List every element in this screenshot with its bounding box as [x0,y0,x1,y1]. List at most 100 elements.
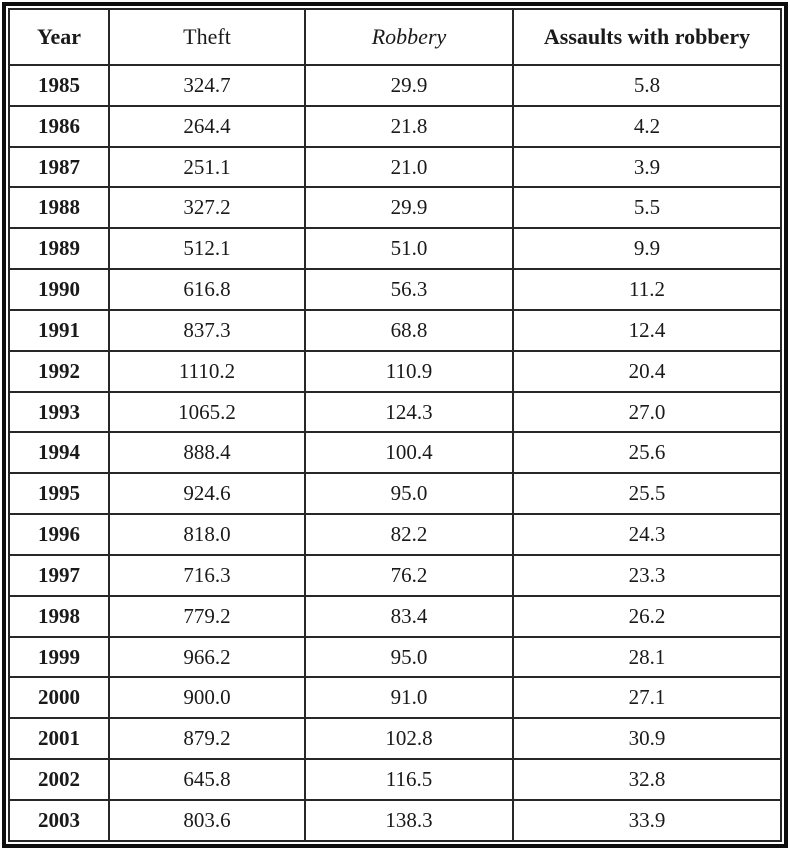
assaults-cell: 5.5 [512,186,782,230]
year-cell: 1993 [8,390,110,434]
theft-cell: 779.2 [108,594,306,638]
robbery-cell: 95.0 [304,472,514,516]
table-row: 1997 716.3 76.2 23.3 [8,553,782,597]
year-cell: 1998 [8,594,110,638]
theft-cell: 924.6 [108,472,306,516]
year-cell: 1985 [8,64,110,107]
year-cell: 1989 [8,227,110,271]
table-row: 2000 900.0 91.0 27.1 [8,676,782,720]
assaults-cell: 5.8 [512,64,782,107]
theft-cell: 716.3 [108,553,306,597]
assaults-cell: 26.2 [512,594,782,638]
theft-cell: 837.3 [108,308,306,352]
robbery-cell: 76.2 [304,553,514,597]
year-cell: 1986 [8,104,110,148]
year-cell: 2002 [8,758,110,801]
table-row: 1993 1065.2 124.3 27.0 [8,390,782,434]
assaults-cell: 11.2 [512,268,782,311]
table-body: 1985 324.7 29.9 5.8 1986 264.4 21.8 4.2 … [8,64,782,843]
year-cell: 1987 [8,145,110,189]
table-row: 2002 645.8 116.5 32.8 [8,758,782,801]
column-header-assaults-with-robbery: Assaults with robbery [512,8,782,66]
robbery-cell: 51.0 [304,227,514,271]
header-row: Year Theft Robbery Assaults with robbery [8,8,782,66]
crime-statistics-table: Year Theft Robbery Assaults with robbery… [8,8,782,843]
theft-cell: 803.6 [108,798,306,843]
assaults-cell: 25.6 [512,431,782,475]
year-cell: 1991 [8,308,110,352]
year-cell: 1992 [8,349,110,393]
theft-cell: 251.1 [108,145,306,189]
table-row: 1992 1110.2 110.9 20.4 [8,349,782,393]
table-row: 1995 924.6 95.0 25.5 [8,472,782,516]
assaults-cell: 12.4 [512,308,782,352]
table-row: 1991 837.3 68.8 12.4 [8,308,782,352]
theft-cell: 879.2 [108,717,306,761]
theft-cell: 900.0 [108,676,306,720]
robbery-cell: 82.2 [304,513,514,556]
robbery-cell: 29.9 [304,186,514,230]
robbery-cell: 102.8 [304,717,514,761]
robbery-cell: 21.8 [304,104,514,148]
robbery-cell: 21.0 [304,145,514,189]
year-cell: 1999 [8,635,110,679]
table-row: 1994 888.4 100.4 25.6 [8,431,782,475]
assaults-cell: 3.9 [512,145,782,189]
theft-cell: 512.1 [108,227,306,271]
robbery-cell: 116.5 [304,758,514,801]
theft-cell: 888.4 [108,431,306,475]
theft-cell: 327.2 [108,186,306,230]
robbery-cell: 100.4 [304,431,514,475]
table-row: 1989 512.1 51.0 9.9 [8,227,782,271]
theft-cell: 966.2 [108,635,306,679]
year-cell: 1996 [8,513,110,556]
theft-cell: 1110.2 [108,349,306,393]
year-cell: 2001 [8,717,110,761]
theft-cell: 1065.2 [108,390,306,434]
table-row: 2001 879.2 102.8 30.9 [8,717,782,761]
robbery-cell: 29.9 [304,64,514,107]
assaults-cell: 20.4 [512,349,782,393]
column-header-robbery: Robbery [304,8,514,66]
table-row: 1986 264.4 21.8 4.2 [8,104,782,148]
table-row: 1990 616.8 56.3 11.2 [8,268,782,311]
assaults-cell: 23.3 [512,553,782,597]
table-row: 1996 818.0 82.2 24.3 [8,513,782,556]
assaults-cell: 24.3 [512,513,782,556]
theft-cell: 264.4 [108,104,306,148]
assaults-cell: 4.2 [512,104,782,148]
assaults-cell: 9.9 [512,227,782,271]
year-cell: 2000 [8,676,110,720]
assaults-cell: 30.9 [512,717,782,761]
table-row: 2003 803.6 138.3 33.9 [8,798,782,843]
table-row: 1988 327.2 29.9 5.5 [8,186,782,230]
assaults-cell: 27.0 [512,390,782,434]
robbery-cell: 68.8 [304,308,514,352]
assaults-cell: 25.5 [512,472,782,516]
theft-cell: 324.7 [108,64,306,107]
column-header-year: Year [8,8,110,66]
robbery-cell: 91.0 [304,676,514,720]
assaults-cell: 27.1 [512,676,782,720]
table-row: 1998 779.2 83.4 26.2 [8,594,782,638]
robbery-cell: 110.9 [304,349,514,393]
theft-cell: 616.8 [108,268,306,311]
assaults-cell: 32.8 [512,758,782,801]
robbery-cell: 95.0 [304,635,514,679]
column-header-theft: Theft [108,8,306,66]
theft-cell: 818.0 [108,513,306,556]
robbery-cell: 124.3 [304,390,514,434]
robbery-cell: 138.3 [304,798,514,843]
robbery-cell: 56.3 [304,268,514,311]
table-row: 1999 966.2 95.0 28.1 [8,635,782,679]
year-cell: 1994 [8,431,110,475]
robbery-cell: 83.4 [304,594,514,638]
table-row: 1987 251.1 21.0 3.9 [8,145,782,189]
assaults-cell: 28.1 [512,635,782,679]
year-cell: 1988 [8,186,110,230]
year-cell: 1990 [8,268,110,311]
year-cell: 2003 [8,798,110,843]
year-cell: 1997 [8,553,110,597]
assaults-cell: 33.9 [512,798,782,843]
